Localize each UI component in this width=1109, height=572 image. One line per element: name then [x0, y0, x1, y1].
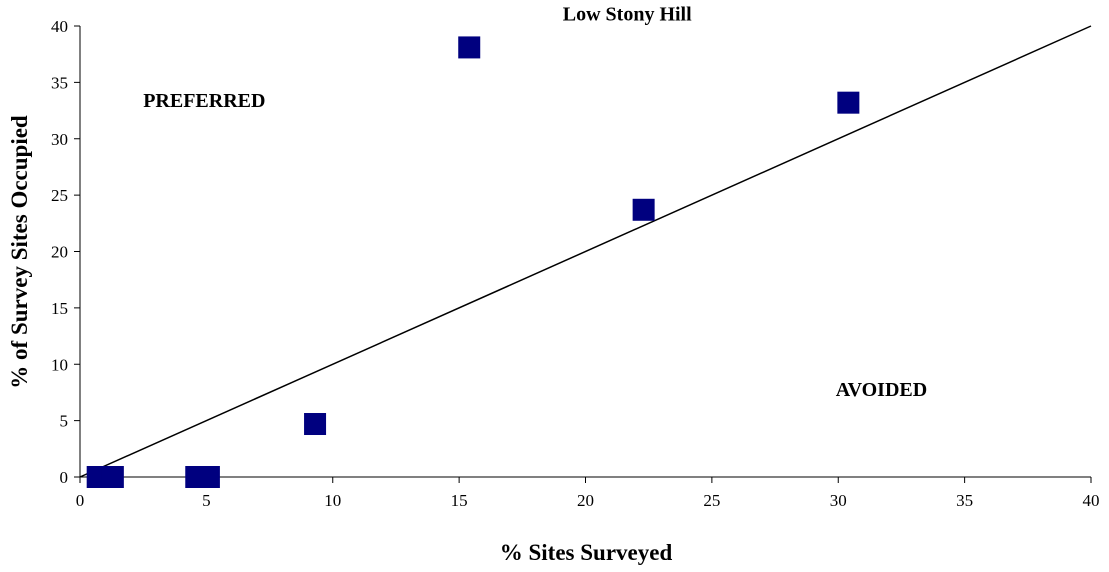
x-tick-label: 30	[830, 491, 847, 510]
x-tick-label: 25	[703, 491, 720, 510]
y-tick-label: 10	[51, 355, 68, 374]
annotations: Low Stony Hill PREFERRED AVOIDED	[143, 3, 927, 400]
data-point	[632, 198, 655, 221]
annotation-label: Low Stony Hill	[563, 3, 692, 25]
x-tick-label: 0	[76, 491, 85, 510]
x-tick-label: 5	[202, 491, 211, 510]
annotation-label: AVOIDED	[836, 379, 927, 401]
x-axis-title: % Sites Surveyed	[500, 540, 673, 565]
y-tick-label: 25	[51, 186, 68, 205]
x-tick-label: 20	[577, 491, 594, 510]
x-tick-label: 10	[324, 491, 341, 510]
data-point	[458, 36, 481, 59]
axes: 0 5 10 15 20 25 30 35 40 0 5 10 15 20 25 30 35 40	[51, 17, 1100, 510]
reference-line	[79, 25, 1092, 478]
y-tick-label: 40	[51, 17, 68, 36]
data-point	[197, 466, 220, 488]
data-points	[86, 36, 860, 488]
y-tick-label: 15	[51, 299, 68, 318]
y-tick-label: 0	[60, 468, 69, 487]
x-tick-label: 35	[956, 491, 973, 510]
y-tick-label: 5	[60, 412, 69, 431]
data-point	[101, 466, 124, 488]
x-tick-label: 15	[451, 491, 468, 510]
y-tick-label: 35	[51, 73, 68, 92]
data-point	[304, 413, 327, 436]
annotation-label: PREFERRED	[143, 90, 265, 112]
reference-line-layer	[79, 25, 1092, 478]
data-point	[837, 91, 860, 114]
y-tick-label: 20	[51, 243, 68, 262]
x-tick-label: 40	[1083, 491, 1100, 510]
y-axis-title: % of Survey Sites Occupied	[7, 115, 32, 389]
y-tick-label: 30	[51, 130, 68, 149]
